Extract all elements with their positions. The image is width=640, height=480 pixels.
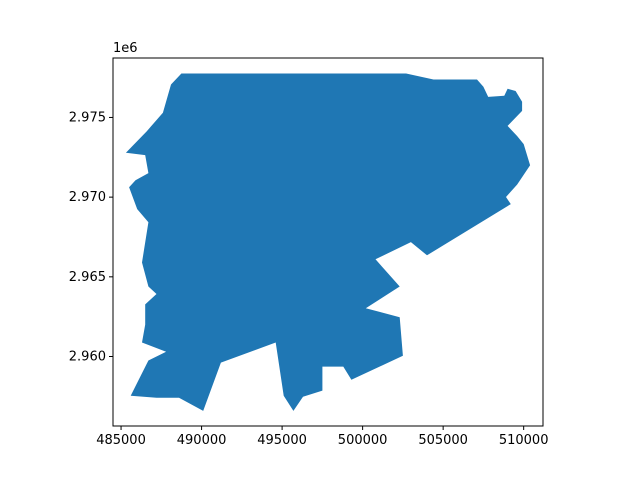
axes-frame xyxy=(112,57,544,427)
y-axis-ticks: 2.960 2.965 2.970 2.975 xyxy=(69,110,113,365)
y-tick-label: 2.960 xyxy=(69,350,106,365)
y-tick-label: 2.965 xyxy=(69,270,106,285)
region-polygon xyxy=(125,73,531,411)
y-tick-label: 2.975 xyxy=(69,110,106,125)
x-axis-ticks: 485000 490000 495000 500000 505000 510000 xyxy=(96,426,548,448)
x-tick-label: 505000 xyxy=(418,433,468,448)
x-tick-label: 510000 xyxy=(499,433,549,448)
x-tick-label: 500000 xyxy=(338,433,388,448)
x-tick-label: 495000 xyxy=(257,433,307,448)
plot-area: 485000 490000 495000 500000 505000 510000 2.9… xyxy=(69,41,549,448)
y-offset-label: 1e6 xyxy=(113,41,138,56)
x-tick-label: 485000 xyxy=(96,433,146,448)
y-tick-label: 2.970 xyxy=(69,190,106,205)
x-tick-label: 490000 xyxy=(177,433,227,448)
